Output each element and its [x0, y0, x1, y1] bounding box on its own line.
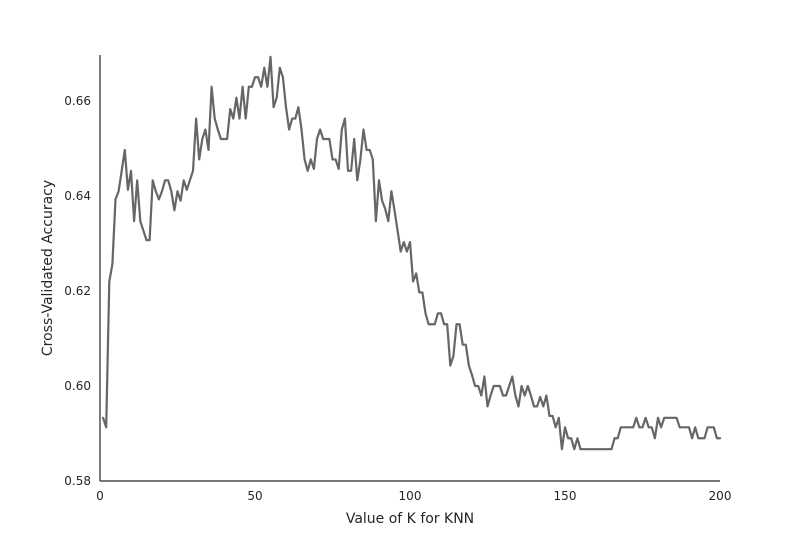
y-tick-label: 0.62 [64, 284, 91, 298]
x-tick-label: 200 [709, 489, 732, 503]
y-tick-label: 0.58 [64, 474, 91, 488]
x-tick-label: 150 [554, 489, 577, 503]
y-tick-label: 0.60 [64, 379, 91, 393]
y-tick-label: 0.64 [64, 189, 91, 203]
x-axis-label: Value of K for KNN [346, 511, 474, 527]
series-line [102, 55, 722, 451]
y-axis-label: Cross-Validated Accuracy [40, 180, 56, 356]
x-tick-labels: 0 50 100 150 200 [96, 489, 731, 503]
x-tick-label: 0 [96, 489, 104, 503]
x-tick-label: 50 [247, 489, 262, 503]
y-tick-label: 0.66 [64, 94, 91, 108]
plot-area: 0 50 100 150 200 0.58 0.60 0.62 0.64 0.66 [64, 55, 731, 503]
x-tick-label: 100 [399, 489, 422, 503]
y-tick-labels: 0.58 0.60 0.62 0.64 0.66 [64, 94, 91, 488]
